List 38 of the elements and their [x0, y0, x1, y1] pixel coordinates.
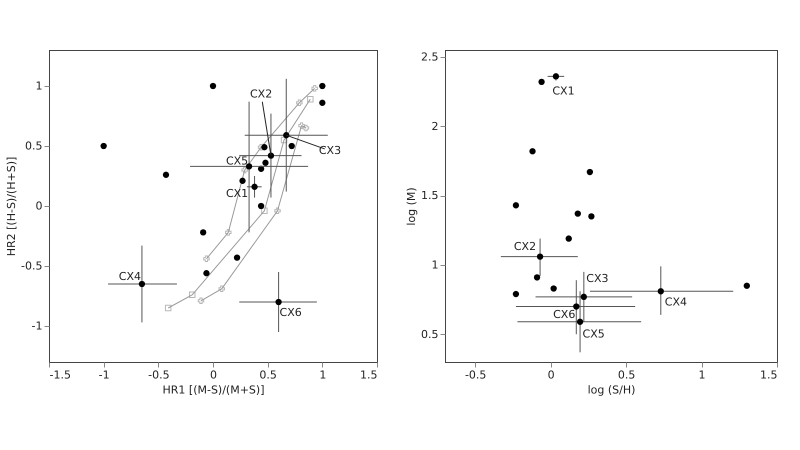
x-tick-label: -1 [98, 368, 110, 382]
annotation: CX3 [318, 144, 342, 157]
annotation: CX4 [118, 270, 142, 283]
x-tick-label: -0.5 [148, 368, 170, 382]
x-tick-label: 1.5 [760, 368, 778, 382]
annotation: CX6 [553, 308, 576, 321]
x-tick-label: 0 [548, 368, 555, 382]
y-tick-label: 1.5 [421, 189, 438, 202]
x-tick-label: 1 [698, 368, 706, 382]
y-tick-label: 0.5 [25, 140, 42, 152]
annotation: CX3 [586, 272, 609, 285]
y-tick-label: 0 [36, 200, 42, 212]
annotation: CX2 [250, 87, 272, 100]
annotation: CX1 [552, 84, 575, 98]
y-tick-label: 0.5 [421, 328, 438, 341]
y-axis-title: HR2 [(H-S)/(H+S)] [5, 156, 18, 256]
annotation: CX4 [664, 295, 687, 308]
x-tick-label: -0.5 [464, 368, 486, 382]
y-tick-label: -1 [32, 320, 42, 332]
y-tick-label: 1 [36, 80, 42, 92]
x-axis-title: HR1 [(M-S)/(M+S)] [162, 384, 264, 396]
annotation: CX5 [582, 327, 605, 340]
y-axis-title: log (M) [405, 187, 418, 226]
y-tick-label: 2 [432, 120, 438, 133]
y-tick-label: 2.5 [421, 50, 438, 64]
x-axis-title: log (S/H) [588, 384, 636, 396]
x-tick-label: 0.5 [259, 368, 277, 382]
x-tick-label: 0 [210, 368, 217, 382]
y-tick-label: -0.5 [21, 260, 42, 272]
annotation: CX5 [226, 154, 248, 168]
x-tick-label: 0.5 [618, 368, 636, 382]
annotation: CX1 [226, 187, 248, 200]
annotation: CX6 [280, 306, 302, 319]
x-tick-label: -1.5 [50, 368, 71, 382]
y-tick-label: 1 [432, 258, 438, 272]
x-tick-label: 1.5 [360, 368, 378, 382]
annotation: CX2 [514, 240, 536, 253]
x-tick-label: 1 [319, 368, 326, 382]
